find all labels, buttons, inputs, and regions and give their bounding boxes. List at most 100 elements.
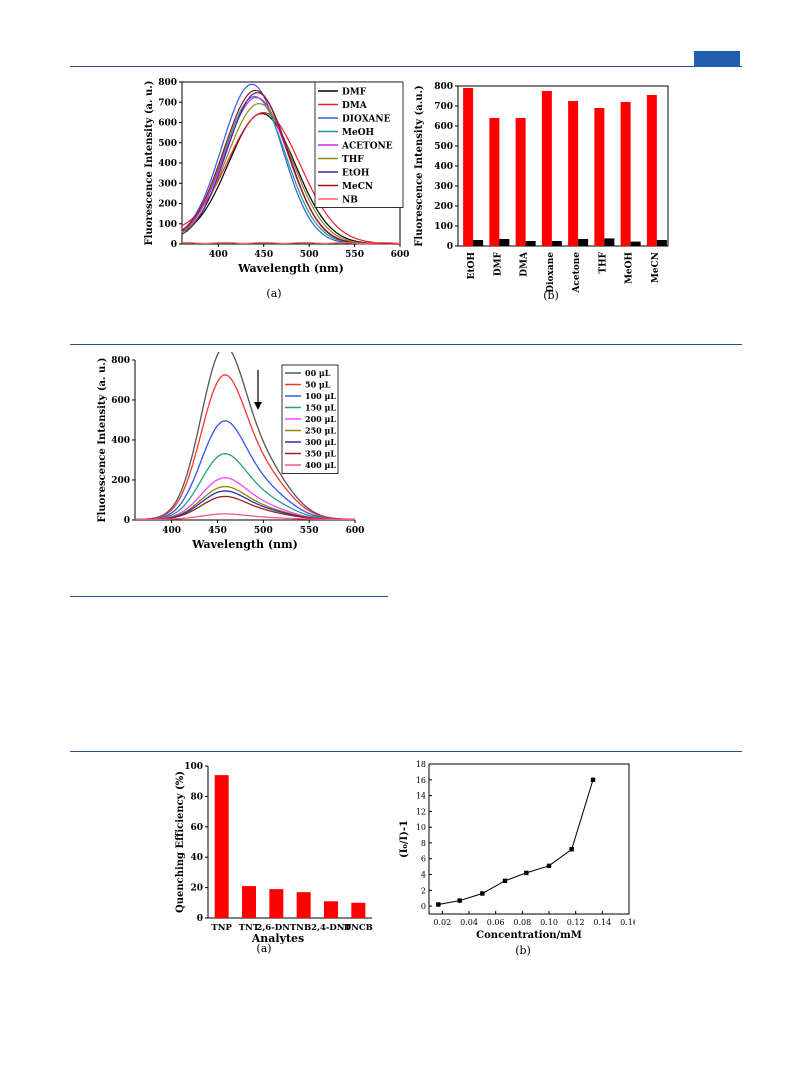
c1-ytick-label: 500: [434, 142, 453, 152]
c2-legend-label: 100 μL: [305, 391, 336, 401]
c4-ytick-label: 12: [416, 807, 426, 816]
caption-fig1b: (b): [543, 289, 559, 302]
c4-ytick-label: 16: [416, 776, 426, 785]
c1-bar: [604, 238, 615, 246]
c1-bar: [620, 102, 631, 246]
solvent-spectra-chart: 0 100 200 300 400 500 600 700 800 400 450 500 550 600…: [140, 74, 410, 284]
c4-data-point: [502, 878, 508, 884]
c0-series-line: [182, 242, 401, 244]
c1-ytick-label: 300: [434, 182, 453, 192]
c4-xtick-label: 0.04: [460, 918, 478, 927]
c4-series-line: [438, 779, 594, 905]
c0-x-axis-label: Wavelength (nm): [237, 262, 344, 275]
c1-bar: [499, 239, 510, 246]
section-rule-4: [70, 751, 742, 752]
c4-xtick-label: 0.08: [513, 918, 531, 927]
c4-data-point: [569, 847, 574, 852]
c2-series-line: [135, 352, 355, 520]
c3-bar: [269, 889, 284, 918]
c3-category-label: NB: [296, 923, 311, 933]
c0-legend-label: ACETONE: [341, 142, 393, 152]
c2-series-line: [134, 420, 356, 521]
c4-ytick-label: 6: [421, 855, 426, 864]
c0-ytick-label: 800: [158, 78, 177, 88]
section-rule-2: [70, 344, 742, 345]
c2-arrow-head: [254, 402, 262, 410]
c3-ytick-label: 100: [184, 762, 203, 772]
c2-ytick-label: 800: [111, 356, 130, 366]
c0-ytick-label: 700: [158, 98, 177, 108]
c4-data-point: [457, 898, 462, 903]
c2-legend-label: 250 μL: [305, 426, 336, 436]
nb-titration-chart: 0 200 400 600 800 400 450 500 550 600 Wavelength (…: [95, 352, 365, 557]
c0-legend-label: MeOH: [342, 128, 375, 138]
c1-bar: [541, 91, 552, 246]
c3-category-label: 2,6-DNT: [256, 923, 296, 933]
c4-xtick-label: 0.10: [540, 918, 558, 927]
c3-ytick-label: 60: [190, 823, 203, 833]
c0-ytick-label: 600: [158, 119, 177, 129]
c0-legend-label: DIOXANE: [342, 115, 391, 125]
c3-bar: [351, 902, 366, 918]
c1-category-label: DMA: [520, 251, 530, 277]
c4-data-point: [590, 777, 596, 782]
c4-xtick-label: 0.06: [487, 918, 505, 927]
c1-ytick-label: 400: [434, 162, 453, 172]
c2-y-axis-label: Fluorescence Intensity (a. u.): [97, 358, 108, 523]
caption-fig4a: (a): [256, 942, 272, 955]
c1-ytick-label: 700: [434, 102, 453, 112]
c3-ytick-label: 0: [197, 914, 203, 924]
c2-legend-label: 400 μL: [305, 460, 336, 470]
c4-data-point: [480, 891, 485, 896]
header-tab: [694, 51, 740, 67]
c2-xtick-label: 550: [300, 526, 319, 536]
c0-legend-label: DMA: [342, 101, 368, 111]
c4-xtick-label: 0.16: [620, 918, 635, 927]
c0-xtick-label: 550: [345, 250, 364, 260]
c1-y-axis-label: Fluorescence Intensity (a.u.): [414, 85, 425, 246]
c1-category-label: Dioxane: [546, 252, 556, 293]
c0-xtick-label: 500: [300, 250, 319, 260]
c2-ytick-label: 200: [111, 476, 130, 486]
c0-legend-label: EtOH: [342, 169, 370, 179]
c4-x-axis-label: Concentration/mM: [476, 930, 582, 941]
c0-legend-label: THF: [342, 155, 364, 165]
c1-bar: [578, 239, 589, 246]
c0-xtick-label: 600: [391, 250, 410, 260]
c2-legend-label: 00 μL: [305, 368, 331, 378]
c0-legend-label: MeCN: [342, 182, 373, 192]
c3-bar: [242, 886, 256, 918]
c1-bar: [515, 118, 526, 246]
c0-ytick-label: 400: [158, 159, 177, 169]
caption-fig4b: (b): [515, 944, 531, 957]
c0-xtick-label: 400: [209, 250, 228, 260]
c4-ytick-label: 8: [421, 839, 426, 848]
c0-y-axis-label: Fluorescence Intensity (a. u.): [144, 81, 155, 246]
c1-category-label: EtOH: [467, 252, 477, 280]
c4-ytick-label: 10: [416, 823, 426, 832]
c2-series-line: [135, 453, 355, 521]
c4-ytick-label: 2: [421, 886, 426, 895]
c1-ytick-label: 800: [434, 82, 453, 92]
c4-ytick-label: 18: [416, 760, 426, 769]
c3-x-axis-label: Analytes: [251, 932, 305, 944]
c3-ytick-label: 40: [190, 853, 203, 863]
c3-bar: [214, 775, 229, 918]
c0-ytick-label: 0: [171, 240, 177, 250]
c4-data-point: [546, 863, 552, 869]
c4-y-axis-label: (I₀/I)-1: [399, 820, 410, 858]
c1-category-label: MeOH: [625, 252, 635, 285]
c2-legend-label: 200 μL: [305, 414, 336, 424]
c4-plot-frame: [428, 763, 630, 915]
c1-bar: [568, 101, 579, 246]
quenching-efficiency-chart: 0 20 40 60 80 100 Quenching Efficiency (%) TNP T…: [172, 758, 378, 944]
caption-fig1a: (a): [266, 287, 282, 300]
c4-ytick-label: 0: [421, 902, 426, 911]
c1-bar: [463, 88, 474, 246]
stern-volmer-chart: 0 2 4 6 8 10 12 14 16 18 0.02 0.04 0.06 0.08 0.10 0.12 0…: [395, 758, 635, 944]
c1-category-label: Acetone: [572, 252, 582, 293]
c1-category-label: DMF: [493, 251, 503, 276]
c3-y-axis-label: Quenching Efficiency (%): [175, 771, 186, 913]
c1-bar: [630, 241, 641, 246]
c2-xtick-label: 600: [346, 526, 365, 536]
